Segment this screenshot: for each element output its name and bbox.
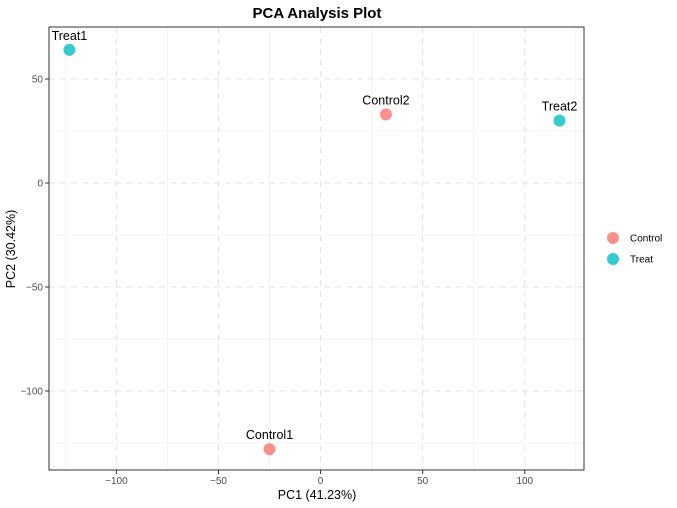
x-tick-label: −100 bbox=[105, 476, 128, 487]
x-tick-label: 0 bbox=[318, 476, 324, 487]
legend: Control Treat bbox=[607, 232, 662, 266]
x-axis-title: PC1 (41.23%) bbox=[278, 488, 357, 502]
x-axis-ticks: −100 −50 0 50 100 bbox=[105, 470, 534, 487]
y-tick-label: −100 bbox=[20, 386, 43, 397]
point-label: Treat1 bbox=[52, 29, 88, 43]
point-label: Treat2 bbox=[542, 100, 578, 114]
data-point bbox=[263, 443, 276, 456]
point-label: Control2 bbox=[362, 93, 409, 107]
point-label: Control1 bbox=[246, 428, 293, 442]
minor-grid bbox=[49, 27, 584, 470]
major-grid bbox=[49, 27, 584, 470]
plot-panel bbox=[49, 27, 584, 470]
plot-border bbox=[48, 26, 585, 471]
y-tick-label: 0 bbox=[37, 178, 43, 189]
x-tick-label: 100 bbox=[516, 476, 533, 487]
legend-label: Control bbox=[630, 234, 662, 245]
data-point bbox=[379, 108, 392, 121]
data-point bbox=[63, 43, 76, 56]
y-axis-ticks: −100 −50 0 50 bbox=[20, 74, 49, 397]
legend-key bbox=[607, 232, 619, 244]
legend-label: Treat bbox=[630, 255, 653, 266]
x-tick-label: −50 bbox=[210, 476, 227, 487]
chart-title: PCA Analysis Plot bbox=[253, 5, 382, 22]
point-labels: Control1 Control2 Treat1 Treat2 bbox=[52, 29, 578, 442]
data-points bbox=[63, 43, 566, 456]
data-point bbox=[553, 114, 566, 127]
y-tick-label: 50 bbox=[32, 74, 44, 85]
x-tick-label: 50 bbox=[417, 476, 429, 487]
y-axis-title: PC2 (30.42%) bbox=[4, 210, 18, 289]
y-tick-label: −50 bbox=[26, 282, 43, 293]
legend-key bbox=[607, 253, 619, 265]
